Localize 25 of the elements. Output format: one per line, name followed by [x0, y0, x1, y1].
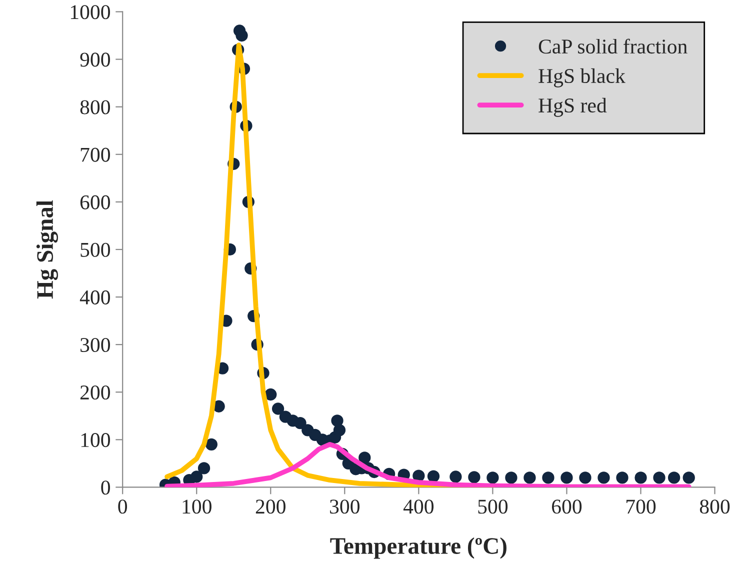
legend-label: HgS black — [538, 68, 626, 88]
x-tick-label: 300 — [330, 500, 360, 514]
y-tick-label: 900 — [80, 52, 110, 67]
y-tick-label: 600 — [80, 195, 110, 210]
x-tick-label: 700 — [626, 500, 656, 514]
x-axis-title: Temperature (ºC) — [330, 537, 506, 559]
legend-label: CaP solid fraction — [538, 38, 688, 54]
x-tick-label: 0 — [118, 500, 128, 514]
y-tick-label: 0 — [101, 480, 110, 495]
y-tick-label: 200 — [80, 385, 110, 400]
x-tick-label: 600 — [552, 500, 582, 514]
y-tick-label: 800 — [80, 100, 110, 114]
x-tick-label: 400 — [403, 500, 434, 514]
legend-label: HgS red — [538, 98, 607, 117]
y-tick-label: 300 — [80, 338, 110, 352]
y-tick-label: 500 — [80, 242, 110, 257]
y-tick-label: 400 — [80, 290, 110, 304]
y-tick-label: 100 — [81, 433, 110, 448]
x-tick-label: 200 — [256, 500, 286, 514]
x-tick-label: 800 — [700, 500, 730, 514]
x-tick-label: 100 — [182, 500, 212, 514]
y-tick-label: 700 — [80, 148, 110, 162]
x-tick-label: 500 — [478, 500, 508, 514]
y-axis-title: Hg Signal — [36, 200, 58, 299]
y-tick-label: 1000 — [70, 5, 110, 20]
